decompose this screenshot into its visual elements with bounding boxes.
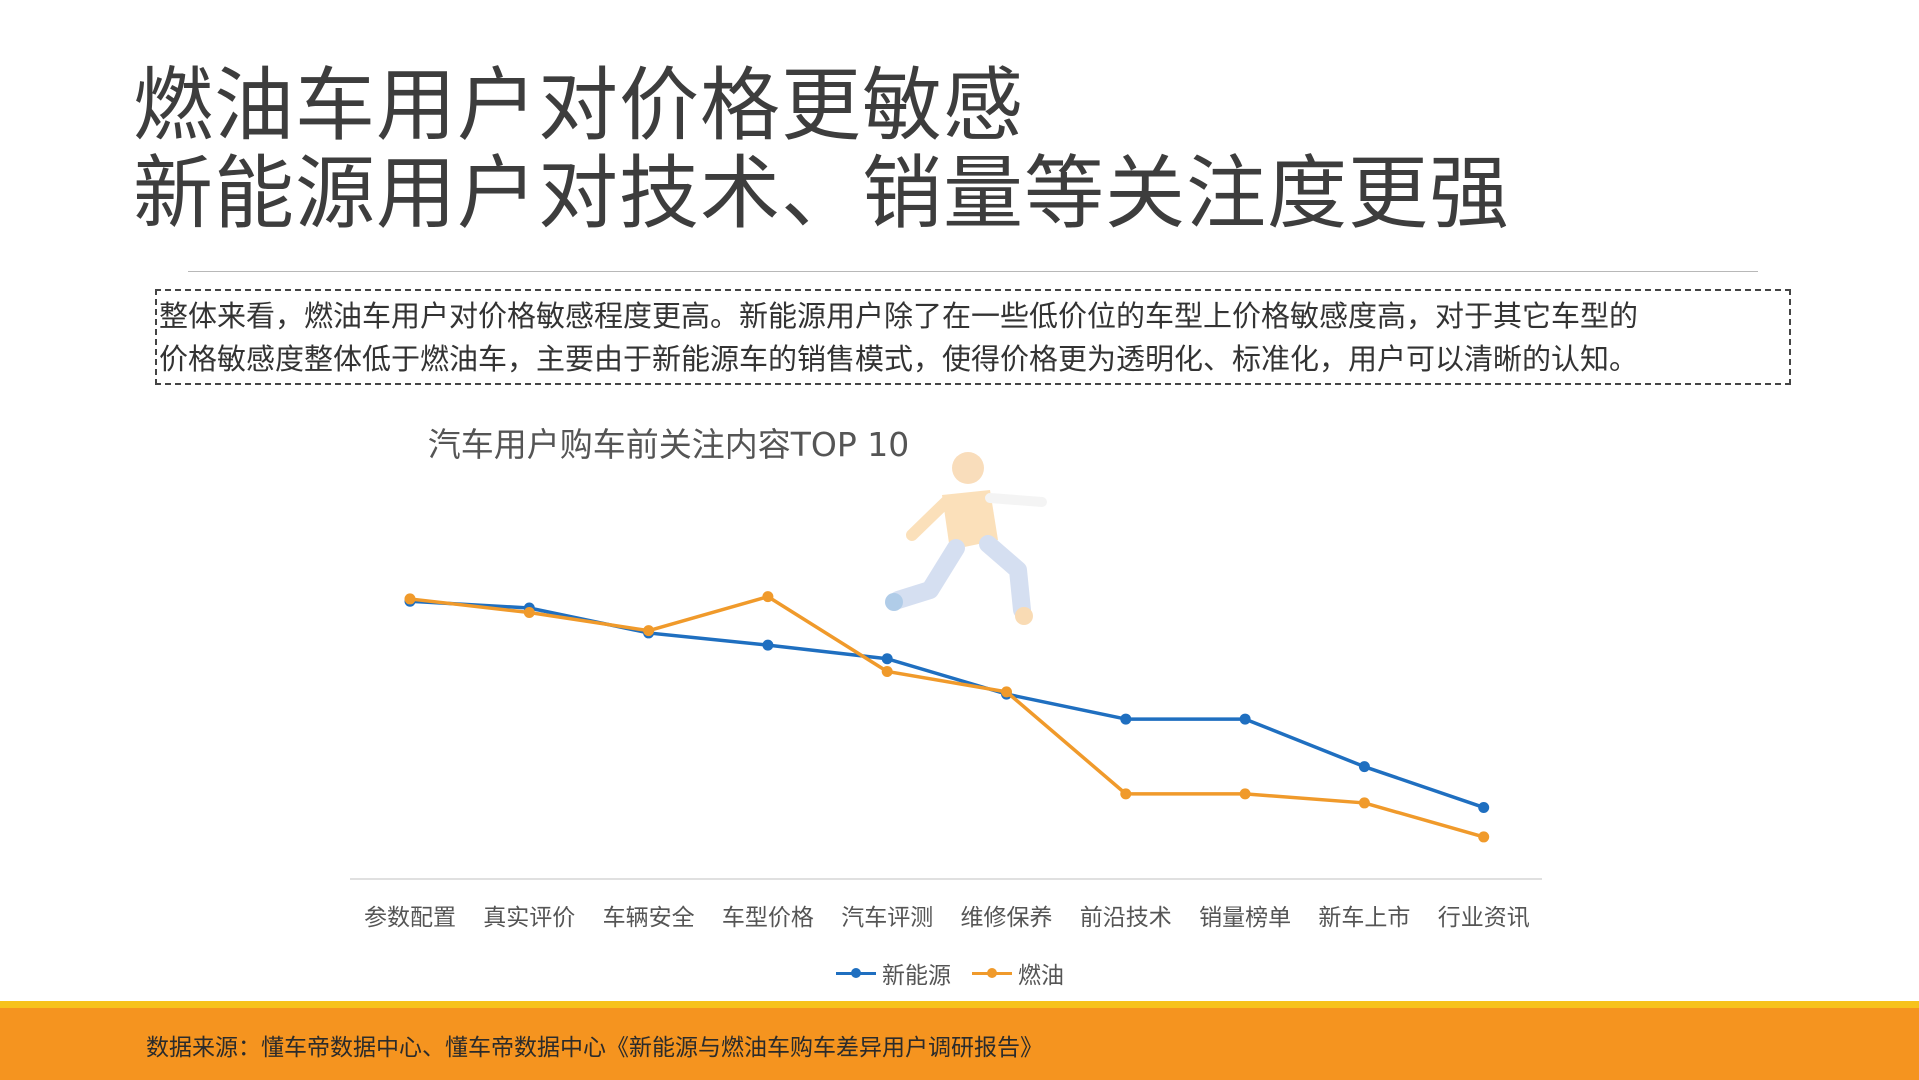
data-point — [643, 625, 655, 637]
data-point — [762, 591, 774, 603]
legend-item-fuel: 燃油 — [972, 955, 1064, 991]
data-point — [1120, 713, 1132, 725]
data-point — [1239, 713, 1251, 725]
footer-stripe — [0, 1001, 1919, 1008]
chart-title: 汽车用户购车前关注内容TOP 10 — [427, 425, 910, 464]
summary-line-1: 整体来看，燃油车用户对价格敏感程度更高。新能源用户除了在一些低价位的车型上价格敏… — [159, 299, 1639, 333]
data-source: 数据来源：懂车帝数据中心、懂车帝数据中心《新能源与燃油车购车差异用户调研报告》 — [146, 1035, 1043, 1061]
legend-item-new-energy: 新能源 — [836, 955, 951, 991]
x-tick-label: 前沿技术 — [1080, 905, 1172, 931]
data-point — [523, 607, 535, 619]
legend-swatch-fuel — [972, 967, 1012, 978]
series-0 — [404, 595, 1490, 813]
data-point — [1239, 788, 1251, 800]
data-point — [881, 653, 893, 665]
series-line-0 — [409, 599, 1485, 810]
x-tick-label: 车型价格 — [722, 905, 814, 931]
title-line-2: 新能源用户对技术、销量等关注度更强 — [133, 147, 1510, 240]
x-tick-label: 销量榜单 — [1199, 905, 1291, 931]
title-divider — [188, 271, 1758, 272]
x-tick-label: 真实评价 — [483, 905, 575, 931]
x-tick-label: 行业资讯 — [1438, 905, 1530, 931]
running-person-icon — [885, 452, 1047, 625]
data-point — [1478, 801, 1490, 813]
x-tick-label: 维修保养 — [961, 905, 1053, 931]
summary-box: 整体来看，燃油车用户对价格敏感程度更高。新能源用户除了在一些低价位的车型上价格敏… — [155, 289, 1791, 385]
legend-label-fuel: 燃油 — [1018, 963, 1064, 989]
line-chart: 参数配置 真实评价 车辆安全 车型价格 汽车评测 维修保养 前沿技术 销量榜单 新车上市 行业资讯 — [350, 591, 1542, 931]
x-tick-label: 汽车评测 — [841, 905, 933, 931]
footer-bar: 数据来源：懂车帝数据中心、懂车帝数据中心《新能源与燃油车购车差异用户调研报告》 — [0, 1008, 1919, 1080]
data-point — [1358, 761, 1370, 773]
data-point — [881, 665, 893, 677]
series-line-1 — [409, 594, 1485, 839]
title-line-1: 燃油车用户对价格更敏感 — [133, 59, 1024, 152]
chart-legend: 新能源 燃油 — [0, 955, 1919, 991]
summary-line-2: 价格敏感度整体低于燃油车，主要由于新能源车的销售模式，使得价格更为透明化、标准化… — [159, 342, 1639, 376]
legend-swatch-new-energy — [836, 967, 876, 978]
x-tick-label: 参数配置 — [364, 905, 456, 931]
data-point — [404, 593, 416, 605]
data-point — [762, 639, 774, 651]
legend-label-new-energy: 新能源 — [882, 963, 951, 989]
data-point — [1001, 686, 1012, 698]
data-point — [1120, 788, 1132, 800]
x-tick-label: 新车上市 — [1318, 905, 1410, 931]
page-title: 燃油车用户对价格更敏感 新能源用户对技术、销量等关注度更强 — [133, 62, 1510, 238]
data-point — [1358, 797, 1370, 809]
series-1 — [404, 591, 1490, 843]
x-tick-label: 车辆安全 — [603, 905, 695, 931]
data-point — [1478, 831, 1490, 843]
